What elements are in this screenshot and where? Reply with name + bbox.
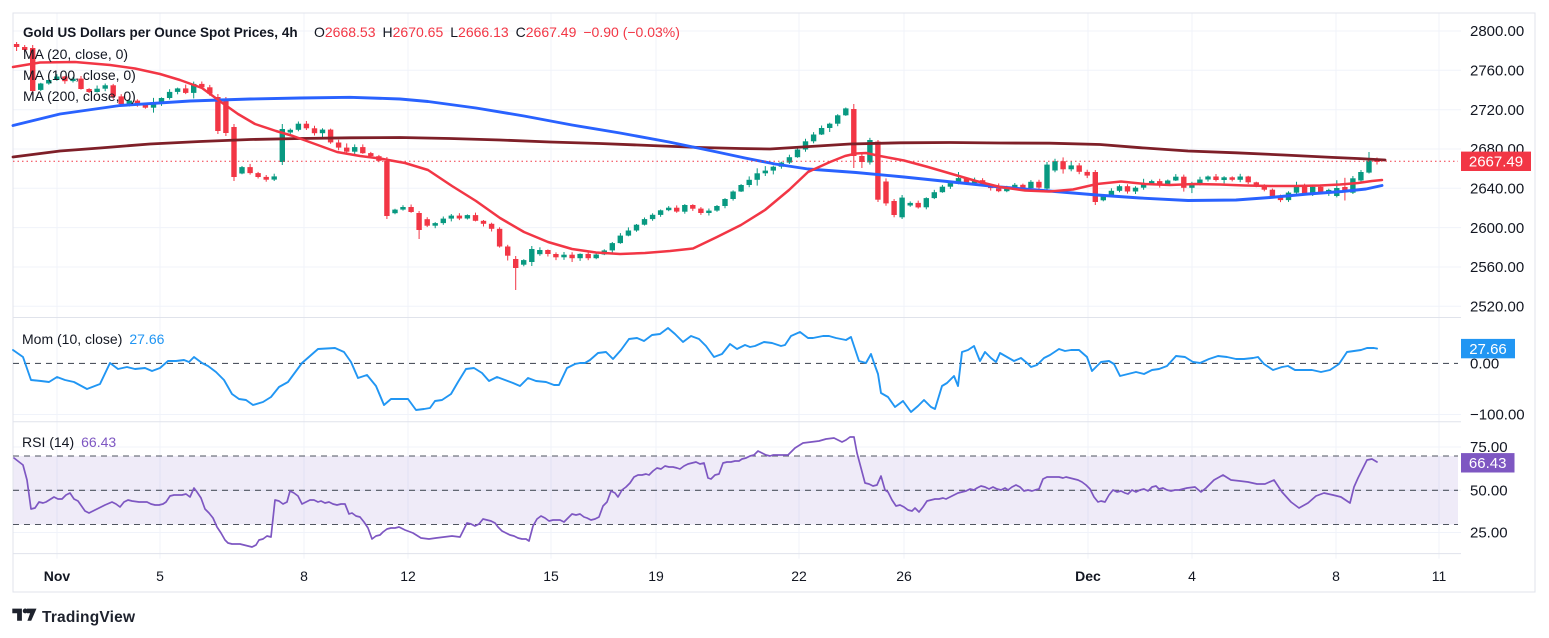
svg-text:27.66: 27.66: [1469, 341, 1507, 358]
svg-text:Nov: Nov: [44, 568, 71, 584]
svg-text:11: 11: [1432, 568, 1447, 584]
svg-text:2760.00: 2760.00: [1470, 63, 1524, 80]
svg-text:2600.00: 2600.00: [1470, 220, 1524, 237]
svg-text:Mom (10, close) 27.66: Mom (10, close) 27.66: [22, 331, 165, 347]
svg-text:75.00: 75.00: [1470, 439, 1508, 456]
svg-text:8: 8: [300, 568, 308, 584]
svg-text:2667.49: 2667.49: [1469, 154, 1523, 171]
svg-text:2720.00: 2720.00: [1470, 102, 1524, 119]
svg-text:−100.00: −100.00: [1470, 407, 1525, 424]
svg-text:2560.00: 2560.00: [1470, 259, 1524, 276]
svg-text:2640.00: 2640.00: [1470, 181, 1524, 198]
svg-text:Gold US Dollars per Ounce Spot: Gold US Dollars per Ounce Spot Prices, 4…: [23, 25, 298, 40]
svg-text:Dec: Dec: [1075, 568, 1101, 584]
svg-text:66.43: 66.43: [1469, 455, 1507, 472]
svg-text:5: 5: [156, 568, 164, 584]
svg-text:4: 4: [1188, 568, 1196, 584]
svg-text:MA (100, close, 0): MA (100, close, 0): [23, 67, 136, 83]
svg-text:MA (20, close, 0): MA (20, close, 0): [23, 46, 128, 62]
svg-text:15: 15: [543, 568, 559, 584]
svg-text:TradingView: TradingView: [42, 609, 136, 626]
svg-text:8: 8: [1332, 568, 1340, 584]
svg-text:19: 19: [648, 568, 664, 584]
svg-text:0.00: 0.00: [1470, 356, 1499, 373]
svg-text:RSI (14) 66.43: RSI (14) 66.43: [22, 434, 116, 450]
svg-text:22: 22: [791, 568, 807, 584]
svg-text:MA (200, close, 0): MA (200, close, 0): [23, 88, 136, 104]
svg-text:50.00: 50.00: [1470, 483, 1508, 500]
svg-text:26: 26: [896, 568, 912, 584]
svg-text:25.00: 25.00: [1470, 525, 1508, 542]
svg-text:2800.00: 2800.00: [1470, 23, 1524, 40]
svg-text:2520.00: 2520.00: [1470, 299, 1524, 316]
svg-text:O2668.53 H2670.65 L2666.13 C26: O2668.53 H2670.65 L2666.13 C2667.49 −0.9…: [314, 24, 680, 40]
svg-text:12: 12: [400, 568, 416, 584]
